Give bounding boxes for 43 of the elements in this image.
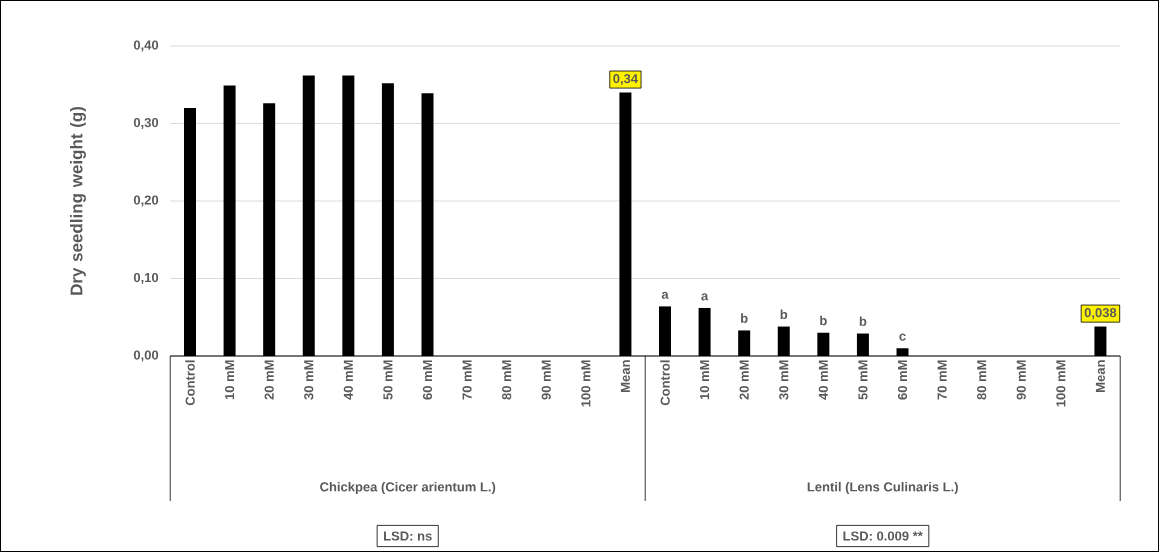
x-tick-label: 40 mM (818, 360, 828, 400)
y-tick-label: 0,30 (133, 117, 159, 130)
x-tick-label: 80 mM (502, 360, 512, 400)
data-label: b (859, 316, 867, 326)
data-label: 0,34 (613, 74, 639, 86)
text: LSD: 0.009 ** (843, 531, 923, 541)
data-label: 0,038 (1084, 308, 1117, 320)
x-tick-label: 30 mM (779, 360, 789, 400)
x-tick-label: 30 mM (304, 360, 314, 400)
y-tick-label: 0,10 (133, 272, 159, 285)
x-tick-label: Control (660, 360, 670, 406)
x-tick-label: Mean (620, 360, 630, 392)
y-tick-label: 0,00 (133, 350, 159, 362)
x-tick-label: Control (185, 360, 195, 406)
data-label: b (741, 313, 748, 323)
x-tick-label: 10 mM (699, 360, 710, 400)
y-tick-label: 0,40 (133, 40, 159, 52)
data-label: b (820, 315, 827, 326)
x-tick-label: Mean (1095, 360, 1105, 392)
x-tick-label: 70 mM (937, 360, 947, 400)
data-label: b (780, 309, 788, 320)
x-tick-label: 70 mM (462, 360, 472, 400)
x-tick-label: 20 mM (264, 360, 274, 400)
y-axis-title: Dry seedling weight (g) (70, 106, 86, 295)
y-tick-label: 0,20 (133, 195, 159, 207)
data-label: a (661, 291, 669, 299)
x-tick-label: 60 mM (897, 360, 908, 400)
x-tick-label: 50 mM (858, 360, 868, 400)
x-tick-label: 60 mM (422, 360, 433, 400)
x-tick-label: 20 mM (739, 360, 749, 400)
x-tick-label: 80 mM (977, 360, 987, 400)
text: Chickpea (Cicer arientum L.) (320, 481, 496, 495)
text: LSD: ns (384, 531, 432, 541)
x-tick-label: 90 mM (1016, 360, 1026, 400)
x-tick-label: 90 mM (541, 360, 551, 400)
x-tick-label: 100 mM (1056, 360, 1066, 407)
text: Lentil (Lens Culinaris L.) (807, 481, 958, 495)
x-tick-label: 40 mM (343, 360, 353, 400)
data-label: c (899, 333, 906, 341)
data-label: a (701, 293, 709, 301)
x-tick-label: 100 mM (581, 360, 591, 407)
x-tick-label: 50 mM (383, 360, 393, 400)
x-tick-label: 10 mM (224, 360, 235, 400)
